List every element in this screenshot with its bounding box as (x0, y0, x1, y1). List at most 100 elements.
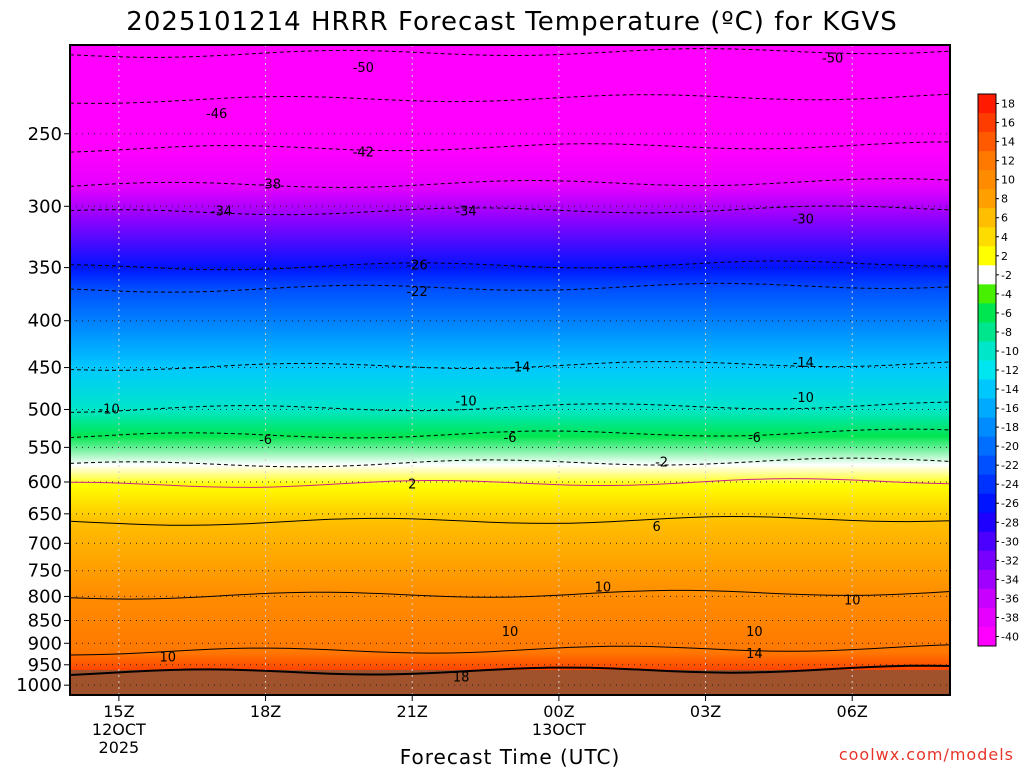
colorbar-swatch (978, 626, 996, 647)
colorbar-tick-label: 4 (1001, 231, 1008, 244)
y-tick-label: 350 (28, 258, 62, 279)
contour-label: -6 (259, 433, 272, 448)
y-tick-label: 250 (28, 124, 62, 145)
colorbar-swatch (978, 113, 996, 133)
colorbar-tick-label: -40 (1001, 630, 1019, 643)
contour-label: -2 (655, 455, 668, 470)
contour-label: -6 (504, 431, 517, 446)
colorbar-swatch (978, 322, 996, 342)
colorbar-tick-label: -20 (1001, 440, 1019, 453)
y-tick-label: 450 (28, 358, 62, 379)
colorbar-tick-label: 14 (1001, 136, 1015, 149)
colorbar-tick-label: -16 (1001, 402, 1019, 415)
y-tick-label: 500 (28, 399, 62, 420)
contour-line (70, 644, 950, 656)
x-tick-label: 00Z (543, 702, 574, 721)
x-tick-label: 13OCT (532, 720, 586, 739)
colorbar-tick-label: -6 (1001, 307, 1012, 320)
y-tick-label: 900 (28, 633, 62, 654)
contour-label: 10 (502, 625, 519, 640)
contour-label: -6 (748, 431, 761, 446)
colorbar-swatch (978, 170, 996, 190)
x-tick-label: 21Z (397, 702, 428, 721)
colorbar-swatch (978, 550, 996, 571)
colorbar-tick-label: 2 (1001, 250, 1008, 263)
x-tick-label: 12OCT (92, 720, 146, 739)
x-axis-label: Forecast Time (UTC) (400, 745, 621, 768)
contour-label: 6 (653, 520, 661, 535)
y-tick-label: 850 (28, 611, 62, 632)
x-tick-label: 06Z (837, 702, 868, 721)
contour-label: -10 (793, 391, 814, 406)
colorbar-tick-label: 18 (1001, 98, 1015, 111)
colorbar-tick-label: 12 (1001, 155, 1015, 168)
colorbar-swatch (978, 436, 996, 457)
contour-line (70, 589, 950, 600)
contour-label: -50 (822, 52, 843, 67)
colorbar-swatch (978, 588, 996, 609)
colorbar-tick-label: 8 (1001, 193, 1008, 206)
colorbar-swatch (978, 284, 996, 304)
x-tick-label: 15Z (103, 702, 134, 721)
ground-layer (70, 670, 950, 695)
contour-label: -14 (793, 356, 814, 371)
y-tick-label: 300 (28, 196, 62, 217)
colorbar-swatch (978, 94, 996, 114)
contour-label: -26 (406, 258, 427, 273)
chart-title: 2025101214 HRRR Forecast Temperature (ºC… (126, 7, 897, 37)
y-tick-label: 650 (28, 504, 62, 525)
contour-line (70, 664, 950, 676)
contour-line (70, 478, 950, 488)
contour-label: -46 (206, 107, 227, 122)
x-tick-label: 18Z (250, 702, 281, 721)
colorbar-tick-label: -28 (1001, 516, 1019, 529)
colorbar-tick-label: 6 (1001, 212, 1008, 225)
x-tick-label: 03Z (690, 702, 721, 721)
colorbar-tick-label: -32 (1001, 554, 1019, 567)
colorbar-tick-label: -34 (1001, 573, 1019, 586)
colorbar-swatch (978, 417, 996, 438)
colorbar-swatch (978, 512, 996, 533)
contour-label: -22 (406, 285, 427, 300)
colorbar-tick-label: -26 (1001, 497, 1019, 510)
x-tick-label: 2025 (99, 738, 140, 757)
colorbar-tick-label: -14 (1001, 383, 1019, 396)
contour-label: 18 (453, 671, 470, 686)
colorbar-swatch (978, 341, 996, 361)
colorbar-tick-label: -12 (1001, 364, 1019, 377)
y-tick-label: 400 (28, 311, 62, 332)
contour-lines (70, 48, 950, 676)
contour-label: -42 (353, 145, 374, 160)
contour-label: 2 (408, 478, 416, 493)
colorbar-tick-label: -36 (1001, 592, 1019, 605)
colorbar-swatch (978, 455, 996, 476)
credit-text: coolwx.com/models (839, 745, 1014, 764)
colorbar-tick-label: 16 (1001, 117, 1015, 130)
contour-label: 10 (595, 580, 612, 595)
colorbar-swatch (978, 569, 996, 590)
y-tick-label: 1000 (16, 675, 62, 696)
contour-label: 10 (160, 651, 177, 666)
colorbar-swatch (978, 132, 996, 152)
contour-line (70, 515, 950, 526)
colorbar-swatch (978, 531, 996, 552)
contour-label: -34 (455, 205, 476, 220)
y-tick-label: 950 (28, 655, 62, 676)
colorbar-tick-label: -18 (1001, 421, 1019, 434)
colorbar-tick-label: -22 (1001, 459, 1019, 472)
contour-label: -34 (211, 205, 232, 220)
contour-label: -30 (793, 212, 814, 227)
y-tick-label: 750 (28, 561, 62, 582)
colorbar-swatch (978, 303, 996, 323)
contour-label: -10 (98, 402, 119, 417)
y-tick-label: 700 (28, 533, 62, 554)
plot-frame (69, 44, 951, 696)
y-tick-label: 600 (28, 472, 62, 493)
colorbar: 18 16 14 12 10 8 6 4 2 -2 -4 -6 -8 -10 -12 -14 -16 -18 -20… (977, 93, 1019, 647)
y-axis-ticks: 2503003504004505005506006507007508008509… (16, 124, 70, 696)
contour-label: 10 (746, 625, 763, 640)
colorbar-tick-label: -38 (1001, 611, 1019, 624)
colorbar-swatch (978, 151, 996, 171)
colorbar-tick-label: -4 (1001, 288, 1012, 301)
